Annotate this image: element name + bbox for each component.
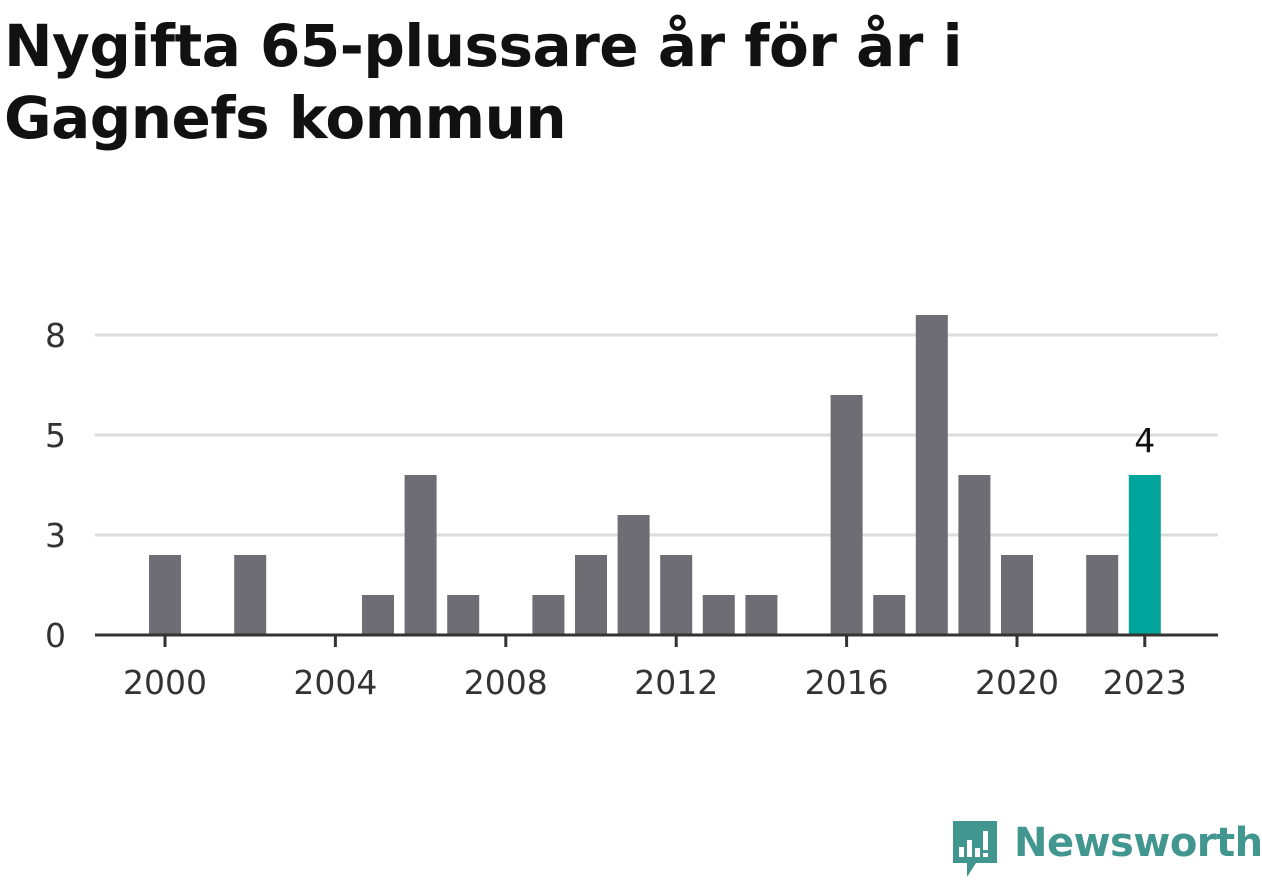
bar bbox=[447, 595, 480, 635]
newsworthy-logo-icon bbox=[953, 821, 997, 877]
x-tick-label: 2008 bbox=[464, 663, 548, 702]
chart-title: Nygifta 65-plussare år för år i Gagnefs … bbox=[4, 12, 962, 152]
bar bbox=[575, 555, 607, 635]
bar bbox=[149, 555, 181, 635]
y-tick-label: 8 bbox=[45, 316, 66, 355]
y-tick-label: 3 bbox=[45, 516, 66, 555]
data-label: 4 bbox=[1134, 421, 1155, 460]
x-tick-label: 2000 bbox=[123, 663, 207, 702]
bar bbox=[702, 595, 735, 635]
newsworthy-logo: Newsworthy bbox=[950, 818, 1262, 880]
bar bbox=[745, 595, 778, 635]
y-tick-label: 0 bbox=[45, 616, 66, 655]
bar bbox=[617, 515, 650, 635]
x-tick-label: 2016 bbox=[805, 663, 889, 702]
bar bbox=[915, 315, 948, 635]
bar bbox=[404, 475, 437, 635]
x-tick-label: 2012 bbox=[634, 663, 718, 702]
bar bbox=[830, 395, 863, 635]
bar-highlight bbox=[1128, 475, 1161, 635]
bar bbox=[1001, 555, 1033, 635]
y-tick-label: 5 bbox=[45, 416, 66, 455]
x-tick-label: 2004 bbox=[293, 663, 377, 702]
bar bbox=[958, 475, 991, 635]
brand-name: Newsworthy bbox=[1014, 820, 1262, 866]
bar bbox=[362, 595, 394, 635]
bar bbox=[873, 595, 906, 635]
bar bbox=[532, 595, 565, 635]
x-tick-label: 2020 bbox=[975, 663, 1059, 702]
bar bbox=[1086, 555, 1119, 635]
bar bbox=[234, 555, 267, 635]
x-tick-label: 2023 bbox=[1103, 663, 1187, 702]
bar bbox=[660, 555, 693, 635]
